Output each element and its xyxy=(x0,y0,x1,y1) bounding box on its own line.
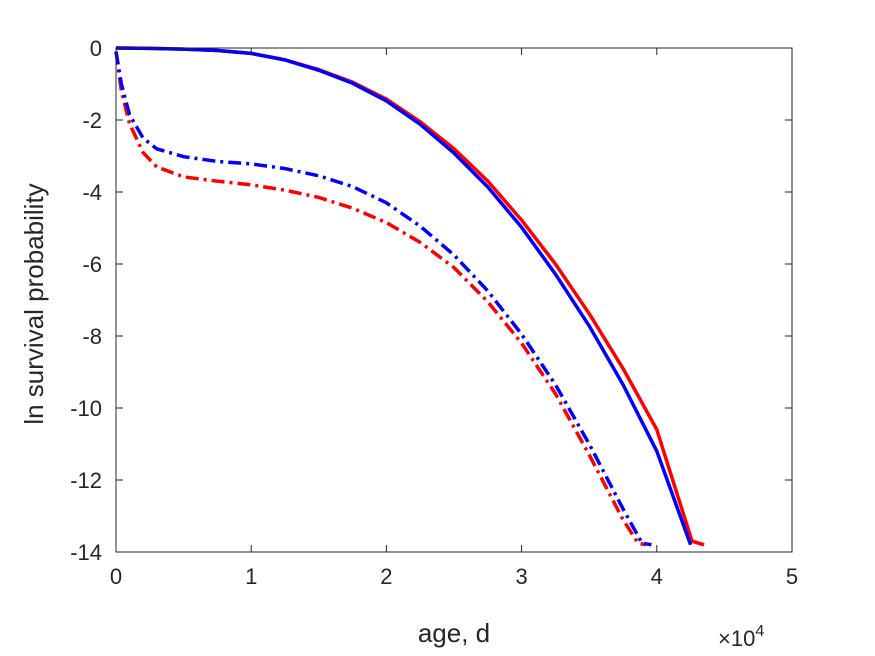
series-layer xyxy=(114,46,705,547)
y-tick-label: -4 xyxy=(82,180,102,205)
x-axis-exponent: ×104 xyxy=(718,623,764,651)
plot-frame xyxy=(115,47,793,553)
labels-layer: ln survival probability age, d ×104 xyxy=(19,183,764,651)
y-tick-label: -14 xyxy=(70,540,102,565)
y-tick-label: -6 xyxy=(82,252,102,277)
x-tick-label: 2 xyxy=(380,564,392,589)
series-line-1 xyxy=(115,46,705,547)
x-tick-label: 0 xyxy=(110,564,122,589)
y-tick-label: -12 xyxy=(70,468,102,493)
y-tick-label: 0 xyxy=(90,36,102,61)
y-tick-label: -8 xyxy=(82,324,102,349)
x-tick-label: 1 xyxy=(245,564,257,589)
y-tick-label: -2 xyxy=(82,108,102,133)
y-axis-label: ln survival probability xyxy=(19,183,49,424)
x-tick-label: 4 xyxy=(651,564,663,589)
x-axis-exponent-base: ×10 xyxy=(718,626,755,651)
series-line-2 xyxy=(115,46,693,546)
x-tick-label: 5 xyxy=(786,564,798,589)
x-axis-label: age, d xyxy=(418,618,490,648)
series-line-4 xyxy=(114,51,652,547)
series-line-3 xyxy=(114,51,647,547)
ticks-layer: 0 1 2 3 4 5 0 -2 -4 -6 -8 -10 -12 -14 xyxy=(70,36,798,589)
x-axis-exponent-power: 4 xyxy=(755,623,764,640)
y-tick-label: -10 xyxy=(70,396,102,421)
x-tick-label: 3 xyxy=(515,564,527,589)
